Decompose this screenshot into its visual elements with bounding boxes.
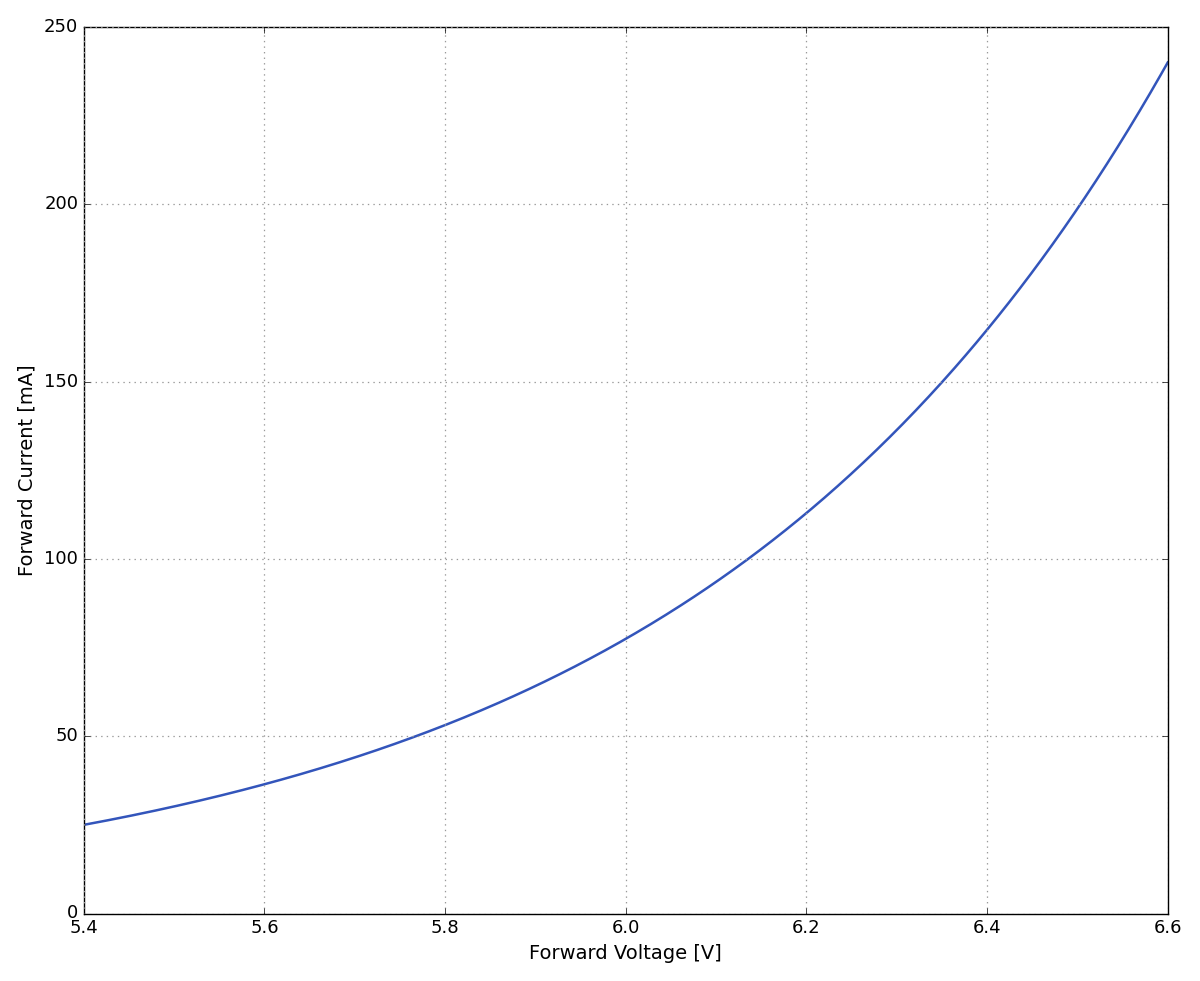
X-axis label: Forward Voltage [V]: Forward Voltage [V]	[529, 944, 722, 963]
Y-axis label: Forward Current [mA]: Forward Current [mA]	[18, 364, 37, 576]
